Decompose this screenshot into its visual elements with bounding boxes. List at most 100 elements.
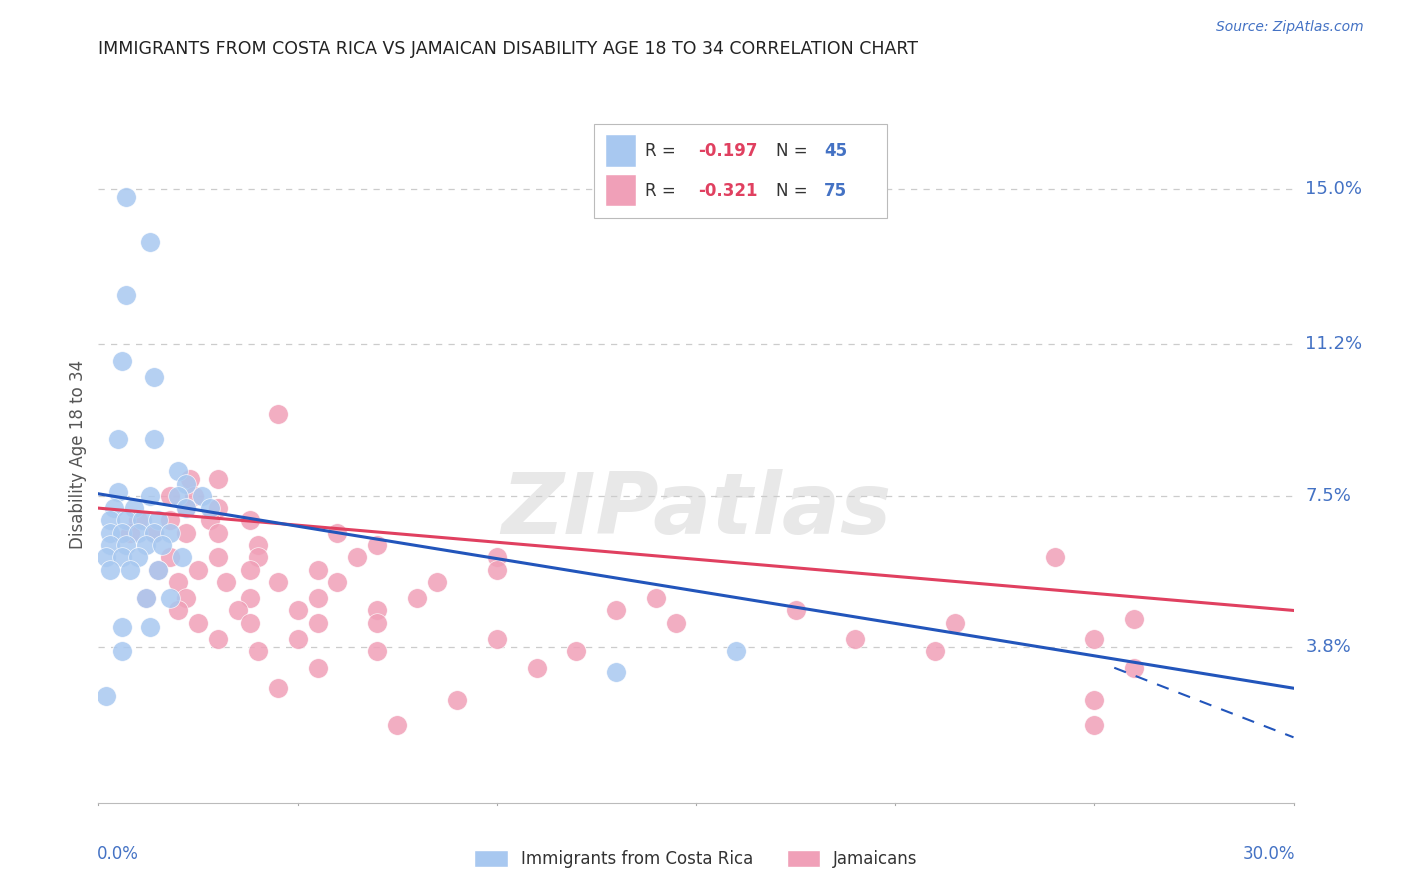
Point [198, 501, 221, 516]
Point [785, 603, 807, 617]
Point [239, 591, 262, 606]
Point [143, 370, 166, 384]
Point [174, 476, 197, 491]
Text: N =: N = [776, 182, 813, 200]
Point [167, 603, 190, 617]
Point [426, 574, 449, 589]
Point [127, 513, 149, 527]
Point [174, 501, 197, 516]
Text: 11.2%: 11.2% [1305, 335, 1362, 353]
Point [167, 489, 190, 503]
Point [645, 591, 668, 606]
Point [346, 550, 368, 565]
Point [159, 489, 181, 503]
Point [307, 562, 329, 576]
Point [111, 620, 134, 634]
Point [159, 525, 181, 540]
Point [115, 190, 138, 204]
Point [326, 525, 349, 540]
Text: -0.197: -0.197 [699, 142, 758, 160]
Point [1083, 632, 1105, 646]
Point [385, 718, 409, 732]
Point [207, 501, 229, 516]
Text: 7.5%: 7.5% [1305, 487, 1351, 505]
Point [485, 550, 508, 565]
Point [267, 407, 290, 421]
Point [96, 550, 118, 565]
Point [187, 615, 209, 630]
Point [172, 550, 194, 565]
Point [526, 661, 548, 675]
Point [167, 574, 190, 589]
Text: 15.0%: 15.0% [1305, 180, 1362, 198]
Point [307, 615, 329, 630]
Text: ZIPatlas: ZIPatlas [501, 469, 891, 552]
Point [107, 432, 129, 446]
Point [1123, 612, 1146, 626]
Point [267, 681, 290, 696]
Point [239, 513, 262, 527]
Point [246, 538, 269, 552]
Point [226, 603, 249, 617]
Point [485, 562, 508, 576]
Point [207, 632, 229, 646]
Point [215, 574, 238, 589]
Legend: Immigrants from Costa Rica, Jamaicans: Immigrants from Costa Rica, Jamaicans [468, 843, 924, 874]
Text: 30.0%: 30.0% [1243, 845, 1295, 863]
Text: 0.0%: 0.0% [97, 845, 139, 863]
Point [98, 562, 122, 576]
FancyBboxPatch shape [595, 124, 887, 219]
Text: -0.321: -0.321 [699, 182, 758, 200]
Text: Source: ZipAtlas.com: Source: ZipAtlas.com [1216, 20, 1364, 34]
Point [1083, 718, 1105, 732]
Point [143, 525, 166, 540]
Point [307, 591, 329, 606]
Point [139, 489, 162, 503]
Point [148, 562, 170, 576]
Point [131, 513, 153, 527]
Point [150, 538, 173, 552]
Text: 3.8%: 3.8% [1305, 639, 1351, 657]
Point [191, 489, 214, 503]
Point [366, 603, 388, 617]
Point [287, 632, 309, 646]
Text: N =: N = [776, 142, 813, 160]
Point [1043, 550, 1066, 565]
Point [111, 644, 134, 658]
Point [111, 525, 134, 540]
Point [198, 513, 221, 527]
Point [96, 690, 118, 704]
Point [1123, 661, 1146, 675]
Point [307, 661, 329, 675]
Point [207, 525, 229, 540]
Point [326, 574, 349, 589]
Point [120, 525, 142, 540]
Point [115, 288, 138, 302]
Point [246, 550, 269, 565]
Point [565, 644, 588, 658]
Point [605, 603, 627, 617]
Point [267, 574, 290, 589]
Point [187, 562, 209, 576]
Text: R =: R = [644, 182, 681, 200]
Point [167, 464, 190, 478]
Point [111, 353, 134, 368]
Point [207, 473, 229, 487]
Point [366, 538, 388, 552]
Point [207, 550, 229, 565]
Y-axis label: Disability Age 18 to 34: Disability Age 18 to 34 [69, 360, 87, 549]
Point [366, 644, 388, 658]
Point [148, 562, 170, 576]
Text: 75: 75 [824, 182, 846, 200]
Point [98, 513, 122, 527]
Point [366, 615, 388, 630]
Point [174, 591, 197, 606]
Point [724, 644, 747, 658]
Point [159, 550, 181, 565]
Point [111, 550, 134, 565]
Point [174, 525, 197, 540]
Point [148, 513, 170, 527]
Point [1083, 693, 1105, 707]
Point [446, 693, 468, 707]
Point [103, 501, 125, 516]
